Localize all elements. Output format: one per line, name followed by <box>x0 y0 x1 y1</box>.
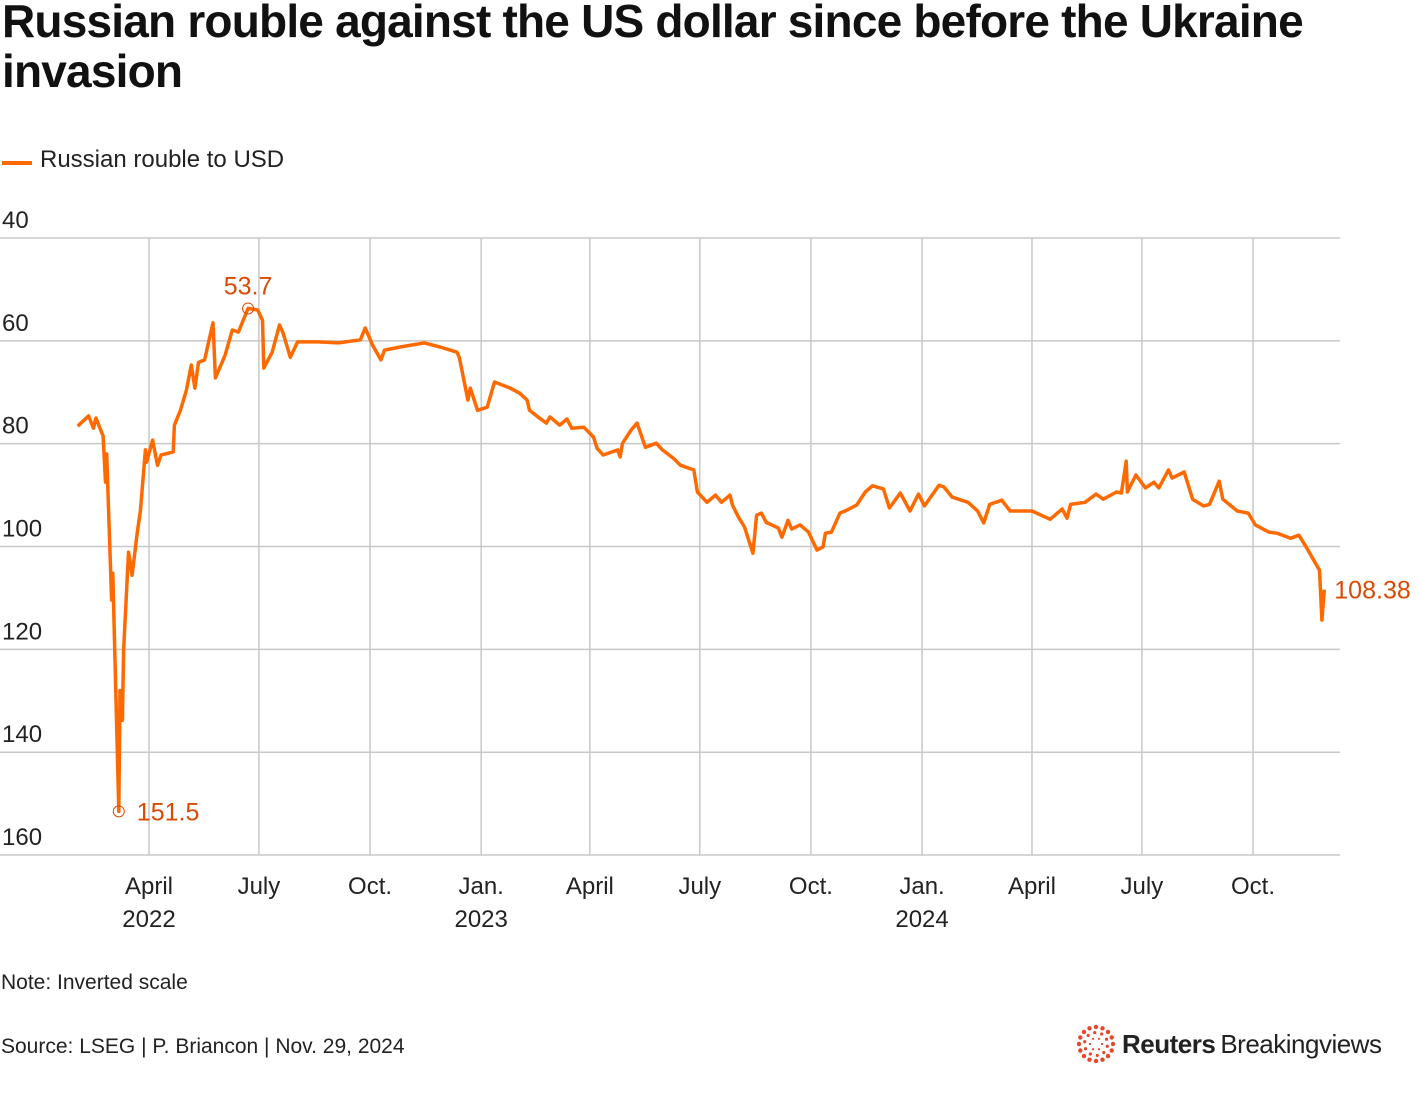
logo-dot <box>1093 1024 1099 1030</box>
logo-dot <box>1097 1037 1101 1040</box>
annotation-label: 108.38 <box>1334 577 1410 605</box>
logo-dot <box>1104 1037 1109 1041</box>
logo-dot <box>1100 1032 1104 1036</box>
x-tick-label: Jan. <box>458 873 503 900</box>
logo-dot <box>1078 1035 1083 1040</box>
logo-dot <box>1086 1033 1090 1038</box>
logo-dot <box>1091 1037 1095 1040</box>
x-tick-label: April <box>125 873 173 900</box>
legend-label: Russian rouble to USD <box>40 146 285 173</box>
logo-dot <box>1083 1047 1088 1051</box>
chart-title: Russian rouble against the US dollar sin… <box>2 0 1304 97</box>
y-tick-label: 40 <box>2 207 29 234</box>
x-tick-year-label: 2022 <box>122 906 175 933</box>
logo-dot <box>1109 1035 1114 1040</box>
logo-dot <box>1093 1058 1099 1064</box>
x-tick-label: April <box>1008 873 1056 900</box>
logo-dot <box>1088 1042 1092 1046</box>
legend-swatch <box>2 161 32 165</box>
legend: Russian rouble to USD <box>2 146 284 174</box>
logo-dot <box>1102 1050 1106 1055</box>
y-tick-label: 60 <box>2 310 29 337</box>
logo-dot <box>1109 1048 1114 1053</box>
logo-dot <box>1095 1053 1099 1058</box>
series-line <box>76 306 1327 814</box>
logo-dot <box>1088 1052 1092 1056</box>
annotation-marker <box>242 302 255 315</box>
y-tick-label: 80 <box>2 413 29 440</box>
x-tick-label: April <box>566 873 614 900</box>
gridlines <box>0 237 1340 856</box>
logo-dot <box>1097 1048 1101 1051</box>
x-tick-label: Oct. <box>1231 873 1275 900</box>
x-tick-year-label: 2024 <box>895 906 948 933</box>
annotation-label: 53.7 <box>224 272 273 300</box>
x-tick-label: July <box>1121 873 1164 900</box>
logo-brand: Reuters <box>1122 1028 1216 1059</box>
x-tick-label: July <box>238 873 281 900</box>
line-chart: 40 60 80 100 120 140 160 April 2022 July Oct. Jan.… <box>0 207 1411 933</box>
logo-dot <box>1091 1048 1095 1051</box>
series-layer <box>76 306 1327 814</box>
chart-source: Source: LSEG | P. Briancon | Nov. 29, 20… <box>1 1035 405 1058</box>
logo-dot <box>1100 1026 1105 1031</box>
logo-dot <box>1076 1041 1082 1047</box>
y-tick-label: 160 <box>2 824 42 851</box>
logo-dot <box>1087 1026 1092 1031</box>
logo-dot <box>1087 1057 1092 1062</box>
x-tick-year-label: 2023 <box>454 906 507 933</box>
logo-dot <box>1105 1053 1111 1059</box>
x-axis: April 2022 July Oct. Jan. 2023 April July Oct. Ja… <box>122 873 1275 933</box>
logo-dot <box>1100 1042 1104 1046</box>
x-tick-label: Oct. <box>348 873 392 900</box>
annotation-label: 151.5 <box>137 798 200 826</box>
y-tick-label: 120 <box>2 618 42 645</box>
x-tick-label: Jan. <box>899 873 944 900</box>
reuters-breakingviews-logo: Reuters Breakingviews <box>1076 1024 1382 1064</box>
logo-dot <box>1105 1029 1111 1035</box>
logo-dot <box>1078 1048 1083 1053</box>
logo-dot <box>1081 1053 1087 1059</box>
logo-dot <box>1083 1040 1087 1044</box>
x-tick-label: Oct. <box>789 873 833 900</box>
logo-dot <box>1105 1044 1109 1048</box>
logo-dot <box>1081 1029 1087 1035</box>
y-axis: 40 60 80 100 120 140 160 <box>2 207 42 851</box>
x-tick-label: July <box>678 873 721 900</box>
annotations: 53.7 151.5 108.38 <box>112 272 1411 826</box>
reuters-dots-icon <box>1076 1024 1116 1064</box>
annotation-marker <box>112 805 125 818</box>
logo-dot <box>1100 1057 1105 1062</box>
chart-note: Note: Inverted scale <box>1 971 188 994</box>
logo-dot <box>1110 1041 1116 1047</box>
y-tick-label: 140 <box>2 721 42 748</box>
logo-dot <box>1093 1030 1097 1035</box>
y-tick-label: 100 <box>2 516 42 543</box>
logo-product: Breakingviews <box>1220 1028 1382 1059</box>
